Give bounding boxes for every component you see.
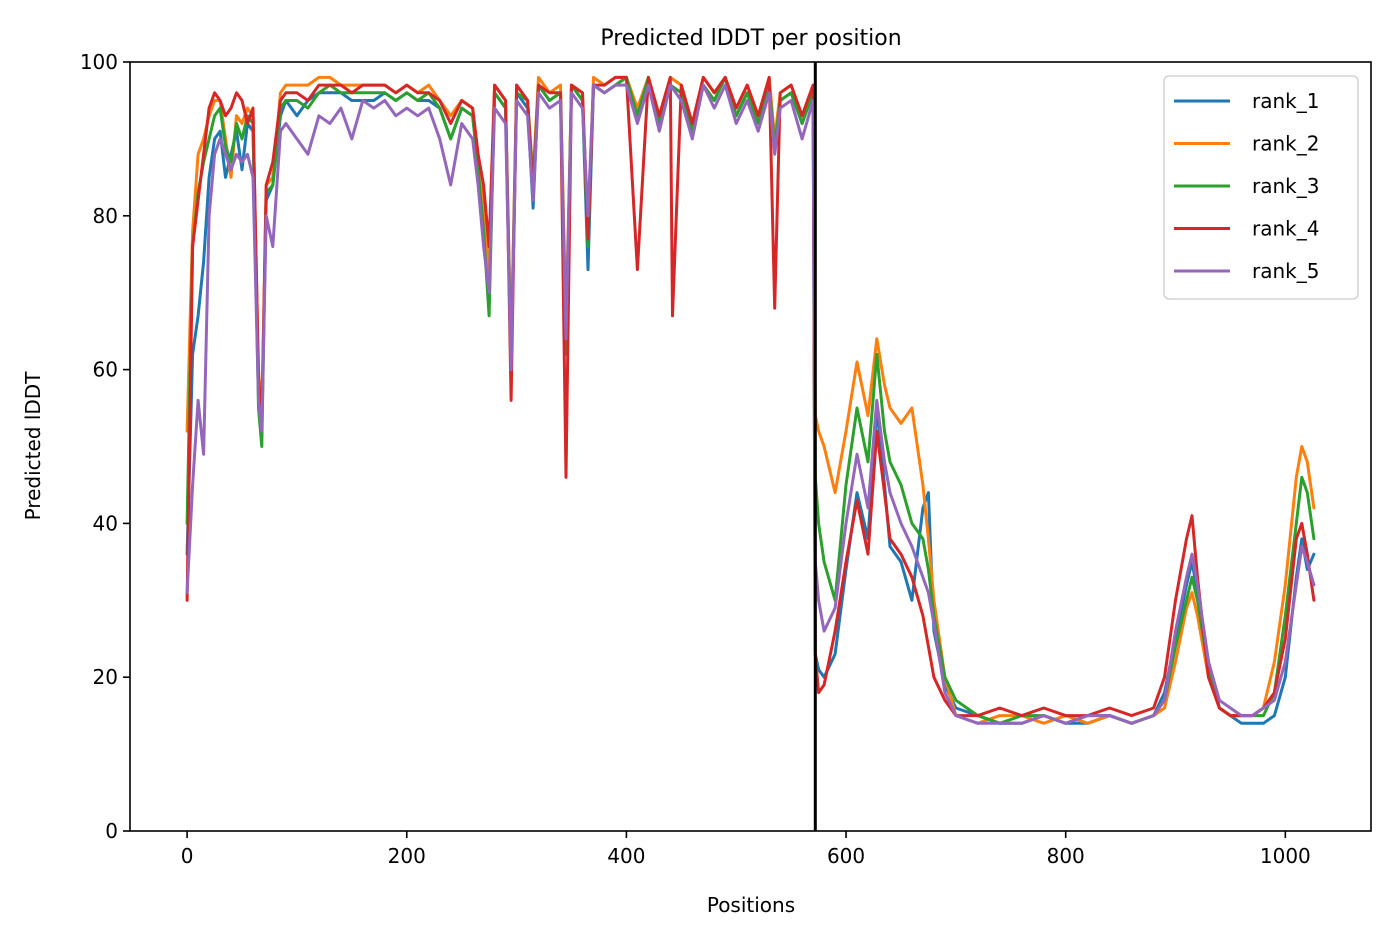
y-tick-label: 20: [93, 665, 118, 689]
y-tick-label: 40: [93, 511, 118, 535]
x-tick-label: 0: [181, 844, 194, 868]
y-axis-ticks: 0 20 40 60 80 100: [80, 50, 130, 843]
legend-label-rank_4: rank_4: [1252, 217, 1319, 241]
legend-label-rank_1: rank_1: [1252, 89, 1319, 113]
legend: rank_1 rank_2 rank_3 rank_4 rank_5: [1163, 75, 1359, 300]
x-tick-label: 200: [388, 844, 426, 868]
x-tick-label: 400: [607, 844, 645, 868]
x-tick-label: 600: [827, 844, 865, 868]
chart-title: Predicted lDDT per position: [600, 26, 901, 51]
legend-label-rank_3: rank_3: [1252, 174, 1319, 198]
series-line-rank_4: [185, 75, 1316, 718]
plot-frame: [129, 61, 1372, 832]
y-tick-label: 100: [80, 50, 118, 74]
legend-label-rank_2: rank_2: [1252, 132, 1319, 156]
legend-label-rank_5: rank_5: [1252, 259, 1319, 283]
x-axis-ticks: 0 200 400 600 800 1000: [181, 831, 1311, 868]
y-tick-label: 60: [93, 358, 118, 382]
series-layer: [185, 75, 1316, 725]
y-tick-label: 80: [93, 204, 118, 228]
series-line-rank_5: [185, 83, 1316, 725]
legend-box: [1163, 75, 1359, 300]
x-tick-label: 1000: [1260, 844, 1311, 868]
y-tick-label: 0: [105, 819, 118, 843]
x-tick-label: 800: [1047, 844, 1085, 868]
y-axis-label: Predicted lDDT: [21, 371, 45, 521]
x-axis-label: Positions: [707, 893, 795, 917]
